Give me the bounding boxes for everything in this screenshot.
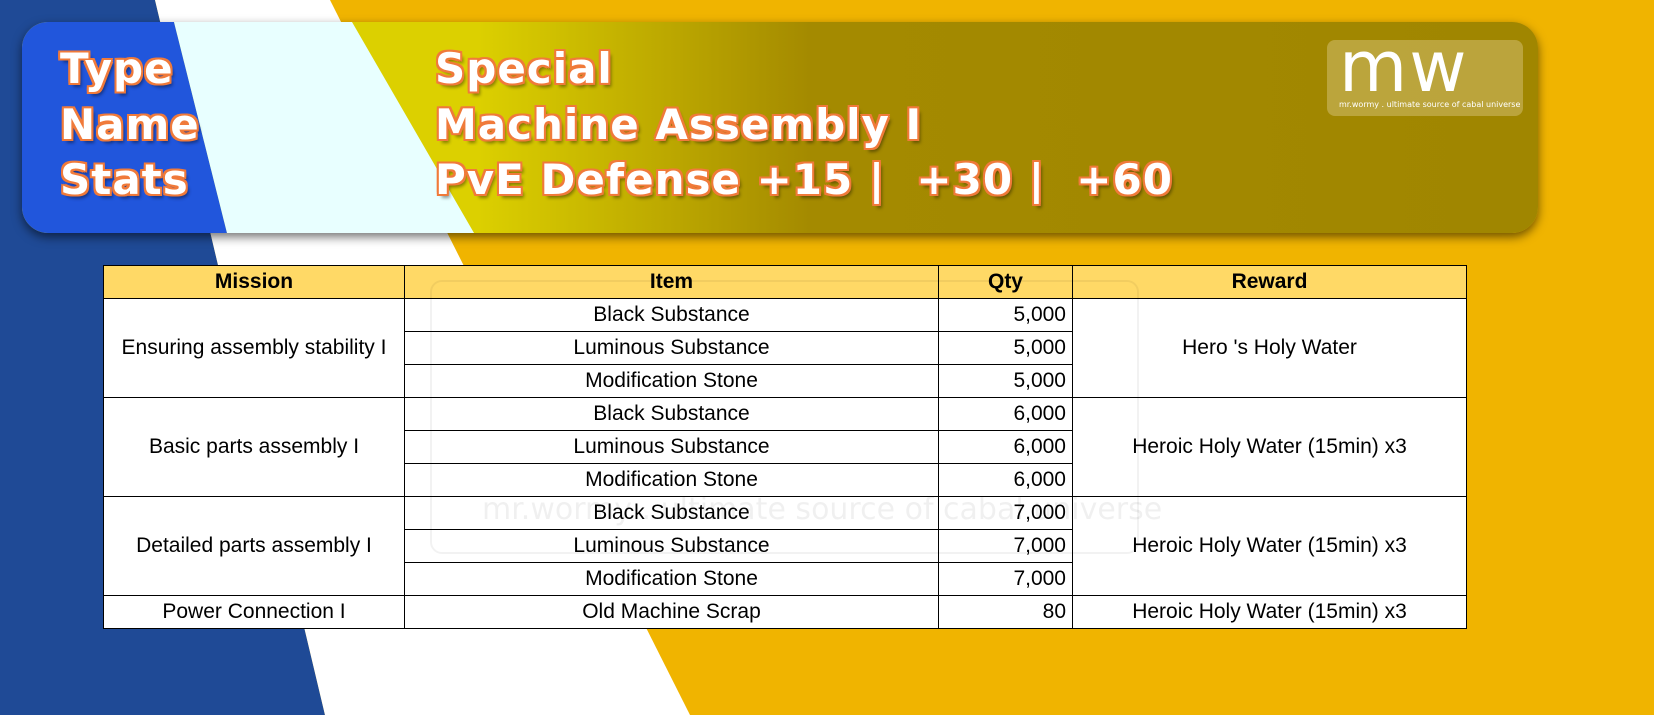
col-qty: Qty xyxy=(938,265,1073,299)
logo: mw mr.wormy . ultimate source of cabal u… xyxy=(1327,26,1523,116)
header-card xyxy=(22,22,1538,233)
reward-cell: Hero 's Holy Water xyxy=(1072,298,1467,398)
qty-cell: 7,000 xyxy=(938,562,1073,596)
col-reward: Reward xyxy=(1072,265,1467,299)
item-cell: Modification Stone xyxy=(404,463,939,497)
reward-cell: Heroic Holy Water (15min) x3 xyxy=(1072,595,1467,629)
reward-cell: Heroic Holy Water (15min) x3 xyxy=(1072,397,1467,497)
col-item: Item xyxy=(404,265,939,299)
table-row: Luminous Substance 6,000 xyxy=(104,430,1467,464)
stats-label: Stats xyxy=(60,155,189,204)
qty-cell: 5,000 xyxy=(938,331,1073,365)
type-value: Special xyxy=(435,44,613,93)
mission-table: Mission Item Qty Reward Ensuring assembl… xyxy=(103,265,1467,629)
col-mission: Mission xyxy=(103,265,405,299)
item-cell: Luminous Substance xyxy=(404,331,939,365)
table-row: Basic parts assembly I Black Substance 6,0… xyxy=(103,397,1467,497)
mission-cell: Detailed parts assembly I xyxy=(103,496,405,596)
stats-value: PvE Defense +15 | +30 | +60 xyxy=(435,155,1173,204)
name-value: Machine Assembly I xyxy=(435,100,923,149)
table-row: Ensuring assembly stability I Black Subst… xyxy=(103,298,1467,398)
item-cell: Luminous Substance xyxy=(404,430,939,464)
item-cell: Luminous Substance xyxy=(404,529,939,563)
qty-cell: 7,000 xyxy=(938,496,1073,530)
table-row: Modification Stone 6,000 xyxy=(104,463,1467,497)
item-cell: Modification Stone xyxy=(404,562,939,596)
item-cell: Black Substance xyxy=(404,397,939,431)
item-cell: Black Substance xyxy=(404,298,939,332)
type-label: Type xyxy=(60,44,174,93)
qty-cell: 5,000 xyxy=(938,364,1073,398)
item-cell: Old Machine Scrap xyxy=(404,595,939,629)
reward-cell: Heroic Holy Water (15min) x3 xyxy=(1072,496,1467,596)
mission-cell: Basic parts assembly I xyxy=(103,397,405,497)
qty-cell: 80 xyxy=(938,595,1073,629)
table-row: Power Connection I Old Machine Scrap 80 Her… xyxy=(103,595,1467,629)
item-cell: Modification Stone xyxy=(404,364,939,398)
item-cell: Black Substance xyxy=(404,496,939,530)
mission-cell: Power Connection I xyxy=(103,595,405,629)
name-label: Name xyxy=(60,100,200,149)
qty-cell: 6,000 xyxy=(938,463,1073,497)
table-header-row: Mission Item Qty Reward xyxy=(103,265,1467,299)
qty-cell: 6,000 xyxy=(938,430,1073,464)
qty-cell: 7,000 xyxy=(938,529,1073,563)
qty-cell: 6,000 xyxy=(938,397,1073,431)
table-row: Detailed parts assembly I Black Substance… xyxy=(103,496,1467,596)
mission-cell: Ensuring assembly stability I xyxy=(103,298,405,398)
qty-cell: 5,000 xyxy=(938,298,1073,332)
